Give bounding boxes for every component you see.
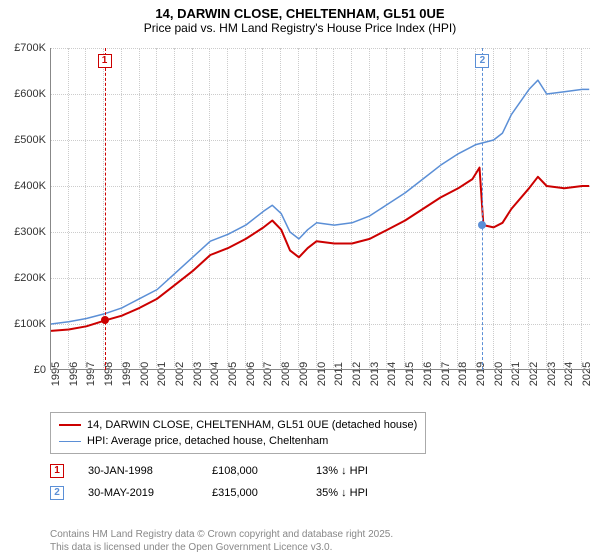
sales-index-2: 2 bbox=[50, 486, 64, 500]
y-tick-label: £700K bbox=[0, 42, 50, 54]
sale-marker-line-2 bbox=[482, 48, 483, 370]
sale-marker-box-2: 2 bbox=[475, 54, 489, 68]
legend-label-hpi: HPI: Average price, detached house, Chel… bbox=[87, 433, 328, 449]
plot-area bbox=[50, 48, 590, 370]
chart-container: 14, DARWIN CLOSE, CHELTENHAM, GL51 0UE P… bbox=[0, 0, 600, 560]
sales-row-1: 1 30-JAN-1998 £108,000 13% ↓ HPI bbox=[50, 460, 396, 482]
y-tick-label: £100K bbox=[0, 318, 50, 330]
sales-delta-1: 13% ↓ HPI bbox=[316, 465, 396, 477]
sale-marker-dot-2 bbox=[478, 221, 486, 229]
footer-line2: This data is licensed under the Open Gov… bbox=[50, 541, 393, 554]
chart-title-line2: Price paid vs. HM Land Registry's House … bbox=[0, 21, 600, 35]
legend-row-hpi: HPI: Average price, detached house, Chel… bbox=[59, 433, 417, 449]
y-tick-label: £600K bbox=[0, 88, 50, 100]
legend-label-price-paid: 14, DARWIN CLOSE, CHELTENHAM, GL51 0UE (… bbox=[87, 417, 417, 433]
line-series-svg bbox=[51, 48, 591, 370]
legend: 14, DARWIN CLOSE, CHELTENHAM, GL51 0UE (… bbox=[50, 412, 426, 454]
chart-title-line1: 14, DARWIN CLOSE, CHELTENHAM, GL51 0UE bbox=[0, 6, 600, 21]
footer-attribution: Contains HM Land Registry data © Crown c… bbox=[50, 528, 393, 554]
sales-row-2: 2 30-MAY-2019 £315,000 35% ↓ HPI bbox=[50, 482, 396, 504]
sales-date-1: 30-JAN-1998 bbox=[88, 465, 188, 477]
chart-title-block: 14, DARWIN CLOSE, CHELTENHAM, GL51 0UE P… bbox=[0, 0, 600, 35]
legend-swatch-price-paid bbox=[59, 424, 81, 426]
legend-row-price-paid: 14, DARWIN CLOSE, CHELTENHAM, GL51 0UE (… bbox=[59, 417, 417, 433]
y-tick-label: £200K bbox=[0, 272, 50, 284]
sales-table: 1 30-JAN-1998 £108,000 13% ↓ HPI 2 30-MA… bbox=[50, 460, 396, 504]
y-tick-label: £300K bbox=[0, 226, 50, 238]
y-tick-label: £400K bbox=[0, 180, 50, 192]
footer-line1: Contains HM Land Registry data © Crown c… bbox=[50, 528, 393, 541]
sales-price-1: £108,000 bbox=[212, 465, 292, 477]
sales-index-1: 1 bbox=[50, 464, 64, 478]
series-hpi bbox=[51, 80, 589, 324]
sales-delta-2: 35% ↓ HPI bbox=[316, 487, 396, 499]
y-tick-label: £500K bbox=[0, 134, 50, 146]
legend-swatch-hpi bbox=[59, 441, 81, 442]
sales-price-2: £315,000 bbox=[212, 487, 292, 499]
sale-marker-dot-1 bbox=[101, 316, 109, 324]
sale-marker-box-1: 1 bbox=[98, 54, 112, 68]
y-tick-label: £0 bbox=[0, 364, 50, 376]
sales-date-2: 30-MAY-2019 bbox=[88, 487, 188, 499]
series-price_paid bbox=[51, 168, 589, 331]
